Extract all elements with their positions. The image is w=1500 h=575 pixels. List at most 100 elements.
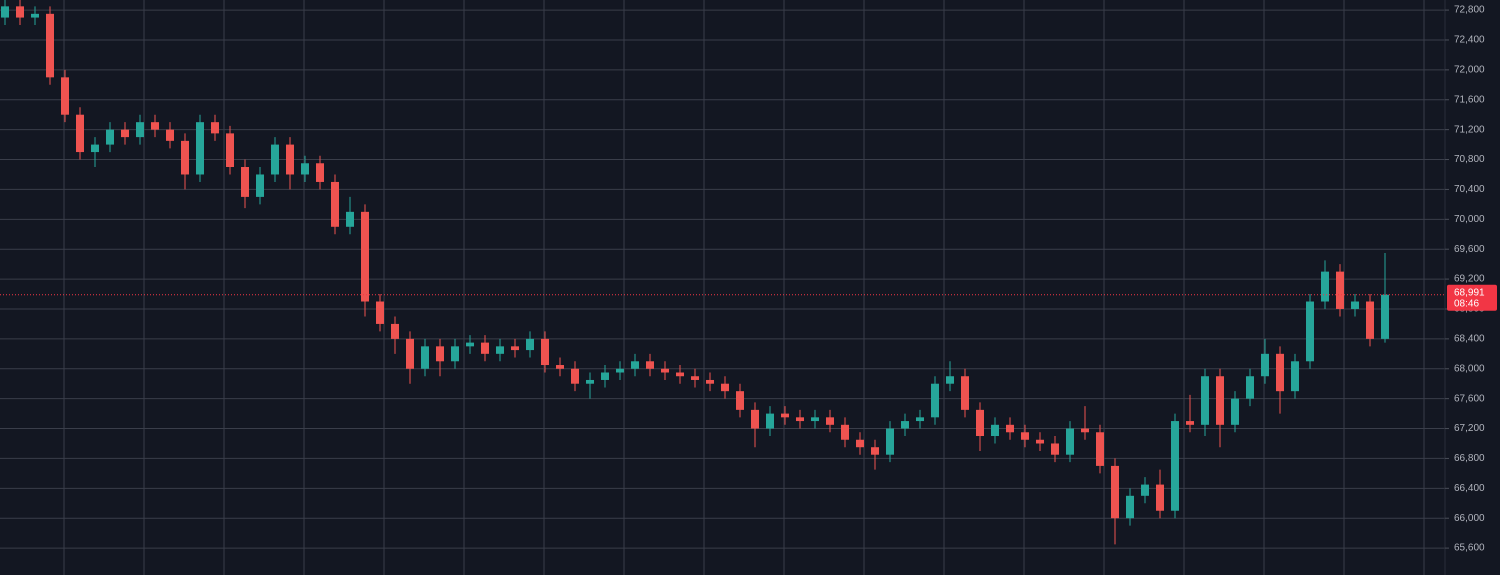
candle-body <box>1 6 9 18</box>
price-axis: 65,600 66,000 66,400 66,800 67,200 67,600 68,0… <box>1444 0 1497 575</box>
candle-body <box>631 361 639 369</box>
y-tick-label: 72,800 <box>1454 5 1485 16</box>
y-tick-label: 69,600 <box>1454 244 1485 255</box>
candle-body <box>151 122 159 130</box>
y-tick-label: 71,600 <box>1454 94 1485 105</box>
candle-body <box>1111 465 1119 519</box>
y-tick-label: 71,200 <box>1454 124 1485 135</box>
candle-body <box>856 439 864 448</box>
y-tick-label: 70,800 <box>1454 154 1485 165</box>
candle-body <box>256 174 264 197</box>
candle-body <box>1276 353 1284 392</box>
last-price-label: 68,991 <box>1454 287 1485 298</box>
candle-body <box>526 338 534 351</box>
y-tick-label: 67,200 <box>1454 423 1485 434</box>
candle-body <box>226 133 234 168</box>
candle-body <box>361 211 369 302</box>
candle-body <box>181 140 189 175</box>
candle-body <box>721 383 729 392</box>
candle-body <box>481 342 489 354</box>
candle-body <box>1006 424 1014 433</box>
candle-body <box>286 144 294 175</box>
candle-body <box>1081 428 1089 433</box>
candle-body <box>841 424 849 440</box>
candle-body <box>556 365 564 369</box>
candle-body <box>1261 353 1269 377</box>
candle-body <box>106 129 114 145</box>
candle-body <box>1246 376 1254 399</box>
candle-body <box>961 376 969 410</box>
candle-body <box>1126 495 1134 519</box>
candle-body <box>1321 271 1329 302</box>
candle-body <box>1216 376 1224 425</box>
candle-body <box>451 346 459 362</box>
candle-body <box>46 13 54 78</box>
candle-body <box>646 361 654 369</box>
candle-body <box>601 372 609 380</box>
candle-body <box>91 144 99 153</box>
candle-body <box>991 424 999 437</box>
candle-body <box>1156 484 1164 511</box>
y-tick-label: 70,400 <box>1454 184 1485 195</box>
candle-body <box>796 417 804 422</box>
y-tick-label: 66,000 <box>1454 513 1485 524</box>
candle-body <box>571 368 579 384</box>
candle-body <box>241 167 249 197</box>
candle-body <box>1366 301 1374 339</box>
candle-body <box>661 368 669 373</box>
candle-body <box>826 417 834 425</box>
candle-body <box>1021 432 1029 440</box>
candle-body <box>331 181 339 227</box>
candle-body <box>61 77 69 115</box>
candle-body <box>436 346 444 362</box>
candle-body <box>166 129 174 141</box>
candle-body <box>316 163 324 182</box>
candle-body <box>751 409 759 429</box>
candle-body <box>1351 301 1359 309</box>
candle-body <box>931 383 939 418</box>
candle-body <box>736 391 744 410</box>
candles <box>0 0 1445 545</box>
y-tick-label: 72,400 <box>1454 35 1485 46</box>
candle-body <box>706 379 714 384</box>
candle-body <box>811 417 819 422</box>
last-price-tag <box>1447 284 1497 311</box>
candle-body <box>1201 376 1209 425</box>
y-tick-label: 69,200 <box>1454 274 1485 285</box>
candle-body <box>766 413 774 429</box>
candle-body <box>76 114 84 153</box>
y-tick-label: 68,000 <box>1454 363 1485 374</box>
candle-body <box>1036 439 1044 444</box>
candle-body <box>196 122 204 175</box>
candle-body <box>16 6 24 18</box>
candle-body <box>346 211 354 227</box>
candle-body <box>1066 428 1074 455</box>
candle-body <box>901 421 909 429</box>
candle-body <box>1186 421 1194 425</box>
candle-body <box>391 323 399 339</box>
candle-body <box>541 338 549 366</box>
candle-body <box>466 342 474 347</box>
candle-body <box>1141 484 1149 496</box>
candle-body <box>406 338 414 369</box>
candle-body <box>886 428 894 455</box>
candle-body <box>271 144 279 175</box>
y-tick-label: 66,400 <box>1454 483 1485 494</box>
candle-body <box>586 379 594 384</box>
candle-body <box>1171 421 1179 511</box>
candle-body <box>31 13 39 18</box>
candle-body <box>1231 398 1239 425</box>
candle-body <box>211 122 219 134</box>
candle-body <box>136 122 144 138</box>
candle-body <box>421 346 429 369</box>
y-tick-label: 68,400 <box>1454 334 1485 345</box>
candle-body <box>1336 271 1344 309</box>
candle-body <box>976 409 984 437</box>
candle-body <box>691 376 699 380</box>
y-tick-label: 66,800 <box>1454 453 1485 464</box>
candle-body <box>301 163 309 175</box>
candle-body <box>1291 361 1299 392</box>
